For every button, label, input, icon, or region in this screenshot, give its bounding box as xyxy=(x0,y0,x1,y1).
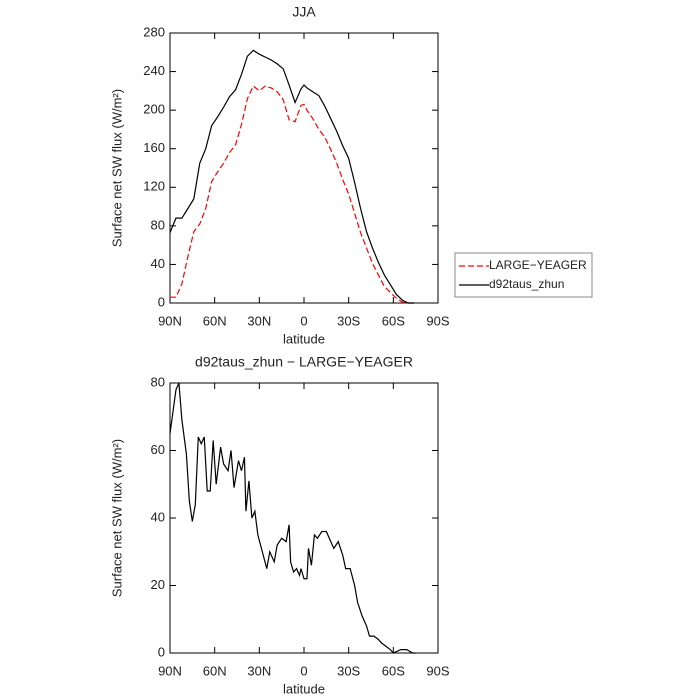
chart-title: JJA xyxy=(292,4,316,20)
x-tick-label: 90N xyxy=(158,313,182,328)
x-axis-label: latitude xyxy=(283,331,325,346)
y-axis-label: Surface net SW flux (W/m²) xyxy=(109,89,124,247)
x-axis-label: latitude xyxy=(283,681,325,696)
x-tick-label: 30N xyxy=(247,313,271,328)
x-tick-label: 60N xyxy=(203,663,227,678)
y-tick-label: 80 xyxy=(151,217,165,232)
y-tick-label: 60 xyxy=(151,442,165,457)
y-tick-label: 0 xyxy=(158,294,165,309)
data-line xyxy=(169,382,416,654)
y-tick-label: 280 xyxy=(143,24,165,39)
y-tick-label: 40 xyxy=(151,509,165,524)
x-tick-label: 0 xyxy=(300,663,307,678)
x-tick-label: 0 xyxy=(300,313,307,328)
y-tick-label: 40 xyxy=(151,256,165,271)
plot-frame xyxy=(169,382,439,654)
x-tick-label: 30N xyxy=(247,663,271,678)
plot-frame xyxy=(169,32,439,304)
y-tick-label: 0 xyxy=(158,644,165,659)
y-tick-label: 80 xyxy=(151,374,165,389)
legend-box xyxy=(454,252,593,298)
x-tick-label: 90N xyxy=(158,663,182,678)
x-tick-label: 30S xyxy=(337,313,360,328)
x-tick-label: 60N xyxy=(203,313,227,328)
y-tick-label: 20 xyxy=(151,577,165,592)
y-tick-label: 120 xyxy=(143,179,165,194)
legend-label: LARGE−YEAGER xyxy=(489,258,587,272)
x-tick-label: 60S xyxy=(382,663,405,678)
legend-label: d92taus_zhun xyxy=(489,277,564,291)
y-tick-label: 160 xyxy=(143,140,165,155)
y-tick-label: 200 xyxy=(143,102,165,117)
chart-title: d92taus_zhun − LARGE−YEAGER xyxy=(195,354,413,370)
data-line xyxy=(169,49,415,304)
data-line xyxy=(170,85,415,304)
x-tick-label: 30S xyxy=(337,663,360,678)
x-tick-label: 90S xyxy=(426,313,449,328)
x-tick-label: 90S xyxy=(426,663,449,678)
y-tick-label: 240 xyxy=(143,63,165,78)
y-axis-label: Surface net SW flux (W/m²) xyxy=(109,439,124,597)
x-tick-label: 60S xyxy=(382,313,405,328)
